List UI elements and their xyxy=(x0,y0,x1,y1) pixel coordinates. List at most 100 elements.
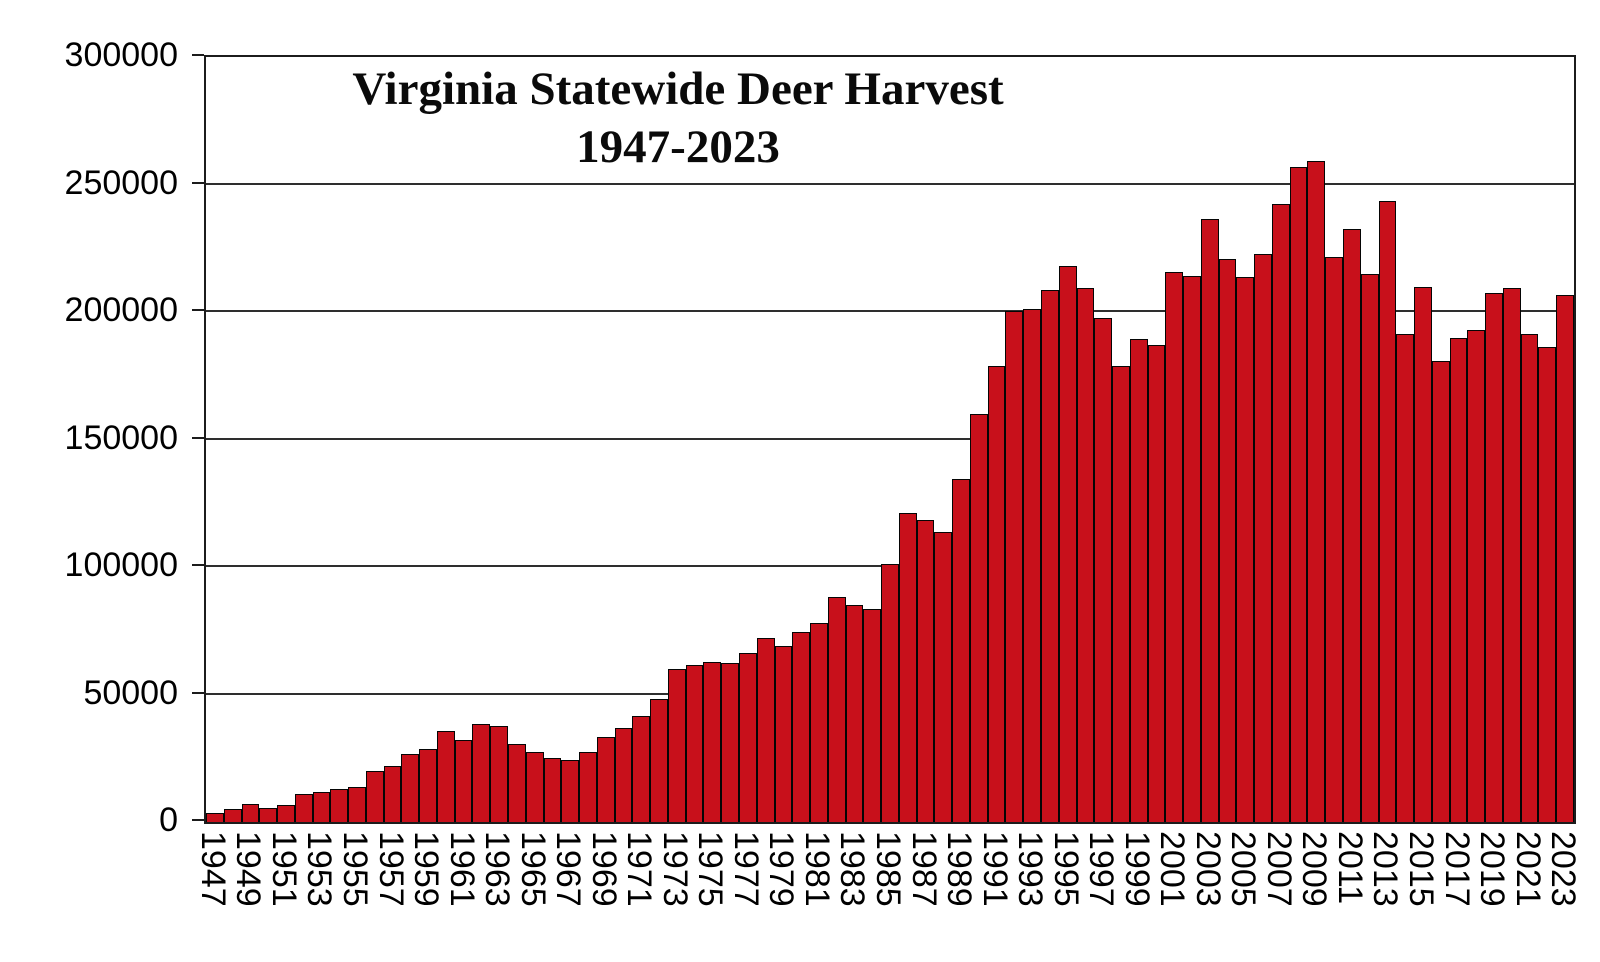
bar-2001 xyxy=(1165,271,1184,822)
bar-1989 xyxy=(952,479,970,822)
bar-2008 xyxy=(1289,167,1308,822)
bar-1951 xyxy=(277,805,295,822)
bar-1982 xyxy=(827,597,846,822)
bar-1961 xyxy=(454,740,473,822)
chart-title: Virginia Statewide Deer Harvest 1947-202… xyxy=(352,60,1003,176)
bar-1966 xyxy=(543,757,562,822)
y-tick-label-0: 0 xyxy=(159,801,178,839)
bar-1967 xyxy=(561,759,580,822)
bar-2003 xyxy=(1200,218,1219,822)
y-tick-label-50000: 50000 xyxy=(83,673,178,712)
bar-2011 xyxy=(1343,228,1361,822)
y-tick-label-150000: 150000 xyxy=(64,418,178,457)
bar-1963 xyxy=(490,726,509,822)
gridline-250000 xyxy=(206,182,1574,185)
bar-2018 xyxy=(1467,329,1486,822)
bar-1988 xyxy=(934,532,953,822)
bar-1964 xyxy=(508,743,526,822)
bar-1971 xyxy=(632,716,651,822)
bar-1991 xyxy=(987,365,1006,822)
y-tick-mark-150000 xyxy=(192,436,204,439)
bar-1993 xyxy=(1023,309,1041,822)
bar-1959 xyxy=(419,749,437,822)
bar-2007 xyxy=(1271,203,1290,822)
y-tick-mark-0 xyxy=(192,819,204,821)
bar-2021 xyxy=(1520,333,1539,822)
bar-1999 xyxy=(1129,338,1148,822)
bar-1969 xyxy=(596,737,615,822)
y-tick-mark-300000 xyxy=(192,54,204,56)
bar-1957 xyxy=(383,766,402,822)
chart-title-line2: 1947-2023 xyxy=(576,121,780,173)
bar-1953 xyxy=(312,792,331,822)
bar-2010 xyxy=(1325,257,1343,822)
bar-1996 xyxy=(1076,288,1095,822)
bar-1972 xyxy=(650,699,668,822)
bar-2014 xyxy=(1396,334,1415,822)
bar-1990 xyxy=(969,413,988,822)
bar-1984 xyxy=(863,608,882,822)
bar-2019 xyxy=(1485,292,1503,822)
bar-1981 xyxy=(810,622,828,822)
bar-2015 xyxy=(1414,286,1432,822)
bar-1955 xyxy=(348,787,366,822)
bar-2002 xyxy=(1183,276,1201,822)
bar-1983 xyxy=(845,604,864,822)
bar-1947 xyxy=(206,812,224,822)
bar-2000 xyxy=(1147,344,1166,822)
bar-2013 xyxy=(1378,200,1397,822)
y-tick-label-300000: 300000 xyxy=(64,36,178,74)
bar-2020 xyxy=(1502,287,1521,822)
y-tick-label-250000: 250000 xyxy=(64,163,178,202)
bar-2009 xyxy=(1307,160,1326,822)
bar-1986 xyxy=(898,512,917,822)
bar-1950 xyxy=(259,807,278,822)
bar-1977 xyxy=(738,652,757,822)
gridline-200000 xyxy=(206,310,1574,312)
y-tick-mark-100000 xyxy=(192,564,204,566)
y-tick-label-200000: 200000 xyxy=(64,291,178,329)
bar-2012 xyxy=(1360,274,1379,822)
bar-1997 xyxy=(1094,317,1113,822)
bar-1975 xyxy=(703,661,722,822)
gridline-150000 xyxy=(206,437,1574,440)
bar-1978 xyxy=(756,638,775,822)
bar-1968 xyxy=(579,752,597,822)
bar-1994 xyxy=(1040,289,1059,822)
bar-1979 xyxy=(774,645,793,822)
bar-1956 xyxy=(365,771,384,822)
y-tick-mark-50000 xyxy=(192,691,204,694)
bar-1992 xyxy=(1005,310,1024,822)
bar-2017 xyxy=(1449,337,1468,822)
y-tick-mark-250000 xyxy=(192,181,204,184)
bar-1985 xyxy=(881,563,899,822)
bar-1987 xyxy=(916,519,935,822)
bar-2006 xyxy=(1254,254,1272,822)
bar-2022 xyxy=(1538,346,1557,822)
chart-title-line1: Virginia Statewide Deer Harvest xyxy=(352,63,1004,115)
bar-1970 xyxy=(614,728,633,822)
bar-1995 xyxy=(1058,265,1077,822)
bar-1980 xyxy=(792,632,811,822)
y-tick-label-100000: 100000 xyxy=(64,546,178,584)
bar-1998 xyxy=(1112,366,1130,822)
bar-1949 xyxy=(241,803,260,822)
bar-1965 xyxy=(525,752,544,822)
plot-area xyxy=(204,55,1576,824)
bar-1948 xyxy=(223,809,242,822)
bar-1962 xyxy=(472,724,491,822)
bar-2016 xyxy=(1431,361,1450,822)
y-tick-mark-200000 xyxy=(192,309,204,311)
bars-container xyxy=(206,57,1574,822)
bar-2004 xyxy=(1218,258,1237,822)
bar-1960 xyxy=(436,731,455,822)
bar-2023 xyxy=(1556,294,1574,822)
bar-2005 xyxy=(1236,276,1255,822)
bar-1976 xyxy=(721,662,739,822)
bar-1974 xyxy=(685,665,704,822)
bar-1973 xyxy=(667,669,686,822)
bar-1958 xyxy=(401,754,420,822)
bar-1952 xyxy=(294,794,313,822)
bar-1954 xyxy=(330,789,349,822)
